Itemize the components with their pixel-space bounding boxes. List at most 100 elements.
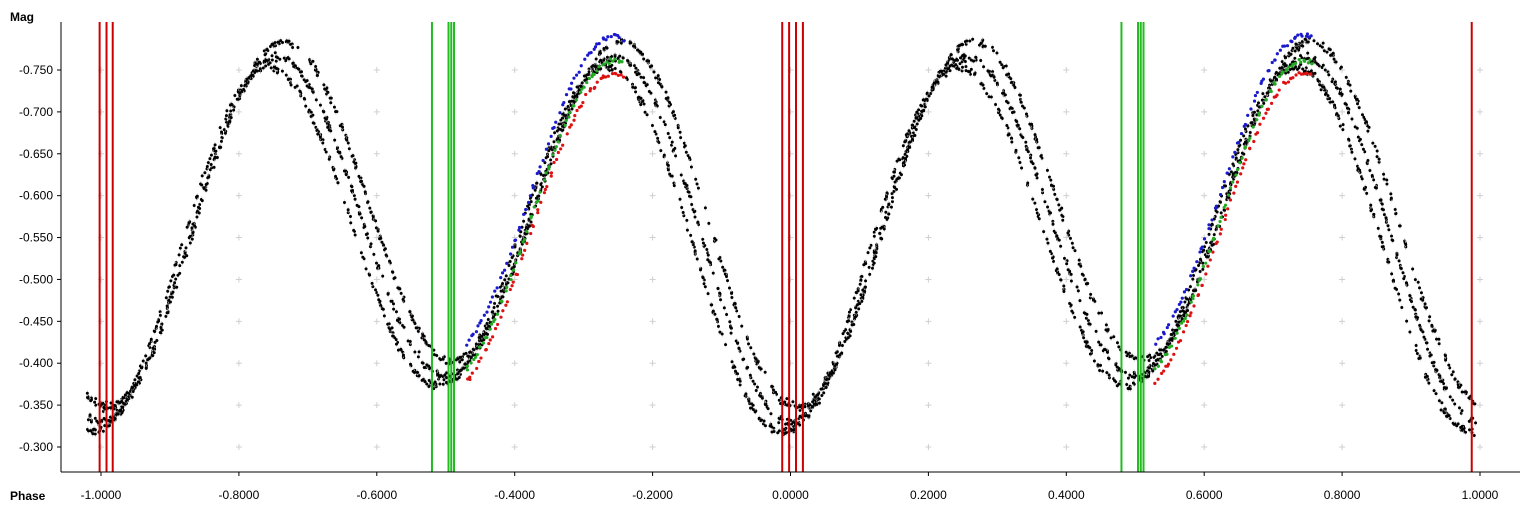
data-point [587,70,591,74]
data-point [1338,87,1342,91]
data-point [741,358,745,362]
data-point [645,83,649,87]
data-point [291,61,295,65]
data-point [175,285,179,289]
data-point [748,373,752,377]
data-point [869,243,873,247]
data-point [1202,248,1206,252]
data-point [728,320,732,324]
data-point [348,214,352,218]
grid-cross [1201,192,1208,199]
data-point [969,58,973,62]
data-point [363,224,367,228]
data-point [324,117,328,121]
data-point [1356,135,1360,139]
data-point [1256,101,1260,105]
data-point [391,331,395,335]
data-point [751,408,755,412]
data-point [318,135,322,139]
data-point [454,377,458,381]
data-point [1201,261,1205,265]
data-point [125,398,129,402]
data-point [183,255,187,259]
data-point [1440,401,1444,405]
data-point [866,251,870,255]
data-point [942,72,946,76]
data-point [420,378,424,382]
data-point [1049,211,1053,215]
data-point [496,294,500,298]
data-point [1305,57,1309,61]
data-point [323,148,327,152]
data-point [507,263,511,267]
data-point [1048,175,1052,179]
data-point [1131,381,1135,385]
data-point [766,407,770,411]
data-point [510,256,514,260]
data-point [948,69,952,73]
data-point [1113,379,1117,383]
data-point [396,348,400,352]
data-point [1419,328,1423,332]
data-point [1341,128,1345,132]
data-point [209,163,213,167]
grid-cross [1477,402,1483,409]
data-point [311,59,315,63]
data-point [1236,148,1240,152]
data-point [1171,328,1175,332]
data-point [840,343,844,347]
data-point [173,281,177,285]
data-point [1386,224,1390,228]
data-point [1326,94,1330,98]
data-point [708,260,712,264]
data-point [566,105,570,109]
data-point [1037,217,1041,221]
data-point [1101,369,1105,373]
data-point [539,172,543,176]
grid-cross [373,67,380,73]
data-point [513,245,517,249]
data-point [233,93,237,97]
data-point [1306,51,1310,55]
data-point [858,282,862,286]
data-point [165,304,169,308]
data-point [670,143,674,147]
data-point [733,369,737,373]
data-point [1034,173,1038,177]
data-point [1046,241,1050,245]
data-point [390,326,394,330]
data-point [314,98,318,102]
data-point [1347,137,1351,141]
data-point [336,181,340,185]
data-point [1414,348,1418,352]
grid-cross [1339,192,1346,199]
data-point [702,282,706,286]
data-point [1009,106,1013,110]
data-point [1046,205,1050,209]
data-point [342,201,346,205]
data-point [1337,116,1341,120]
data-point [1125,383,1129,387]
grid-cross [649,318,656,325]
grid-cross [373,402,380,409]
data-point [492,306,496,310]
data-point [270,58,274,62]
data-point [529,200,533,204]
data-point [1251,113,1255,117]
data-point [353,233,357,237]
data-point [409,362,413,366]
data-point [1426,347,1430,351]
data-point [247,76,251,80]
data-point [399,347,403,351]
data-point [1392,278,1396,282]
data-point [225,109,229,113]
data-point [300,70,304,74]
data-point [981,83,985,87]
data-point [94,403,98,407]
data-point [778,417,782,421]
data-point [992,75,996,79]
data-point [1055,267,1059,271]
data-point [1094,329,1098,333]
data-point [87,429,91,433]
data-point [1467,428,1471,432]
